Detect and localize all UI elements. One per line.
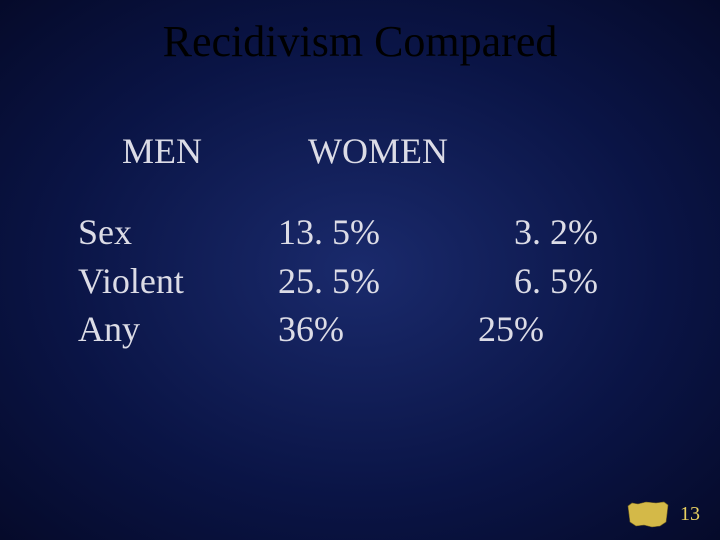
column-header-women: WOMEN [308,130,448,172]
page-number: 13 [680,503,700,526]
washington-state-icon [626,500,670,530]
table-row: Sex 13. 5% 3. 2% [78,208,660,257]
table-row: Any 36% 25% [78,305,660,354]
women-value: 25% [478,305,598,354]
column-header-men: MEN [78,130,308,172]
row-label: Violent [78,257,278,306]
women-value: 3. 2% [478,208,598,257]
men-value: 13. 5% [278,208,478,257]
men-value: 25. 5% [278,257,478,306]
women-value: 6. 5% [478,257,598,306]
men-value: 36% [278,305,478,354]
row-label: Sex [78,208,278,257]
data-table: MEN WOMEN Sex 13. 5% 3. 2% Violent 25. 5… [78,130,660,354]
slide-title: Recidivism Compared [0,0,720,67]
row-label: Any [78,305,278,354]
table-header-row: MEN WOMEN [78,130,660,172]
table-row: Violent 25. 5% 6. 5% [78,257,660,306]
